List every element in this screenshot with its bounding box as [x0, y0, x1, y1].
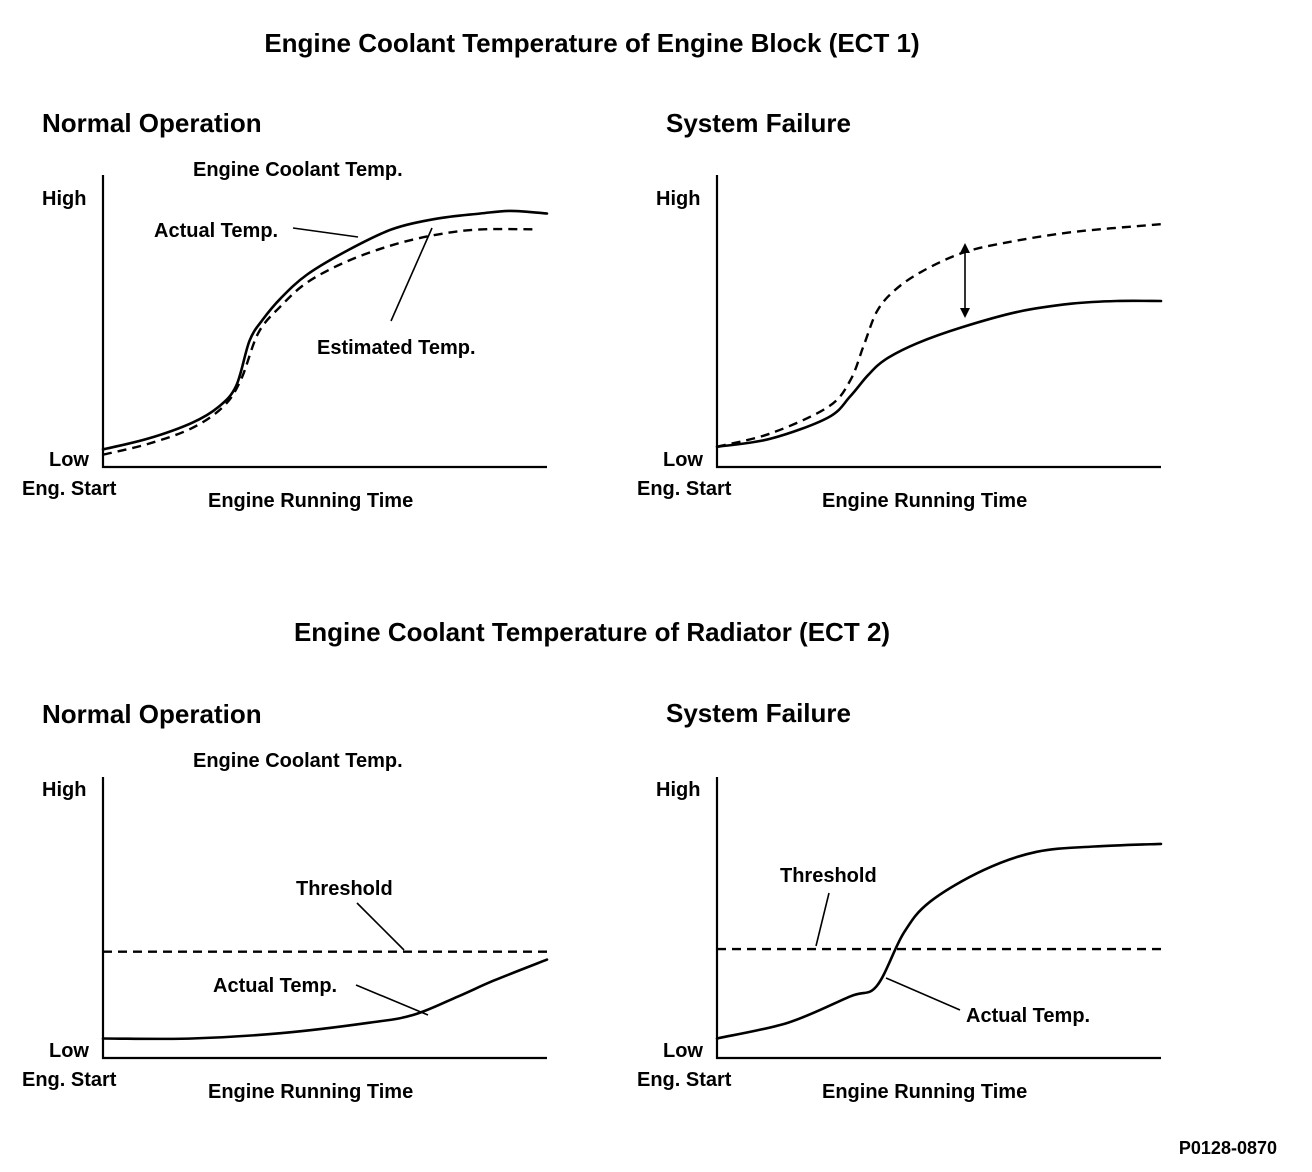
- x-axis-title: Engine Running Time: [822, 1081, 1027, 1103]
- leader-actual-temp: [292, 227, 359, 238]
- series-label-actual-temp: Actual Temp.: [213, 975, 337, 997]
- series-dashed-curve: [716, 223, 1162, 448]
- x-axis-title: Engine Running Time: [822, 490, 1027, 512]
- leader-threshold: [815, 892, 830, 947]
- series-label-actual-temp: Actual Temp.: [154, 220, 278, 242]
- x-tick-eng-start: Eng. Start: [22, 478, 117, 500]
- y-axis-title: Engine Coolant Temp.: [193, 159, 403, 181]
- series-actual-temp: [101, 958, 549, 1041]
- y-tick-high: High: [42, 779, 86, 801]
- chart-ect1-failure: System Failure High Low Eng. Start Engin…: [637, 108, 1163, 512]
- leader-actual-temp: [885, 977, 961, 1011]
- leader-threshold: [356, 902, 405, 951]
- figure-id: P0128-0870: [1179, 1138, 1277, 1158]
- y-tick-low: Low: [663, 449, 703, 471]
- x-tick-eng-start: Eng. Start: [637, 478, 732, 500]
- y-axis-title: Engine Coolant Temp.: [193, 750, 403, 772]
- y-tick-high: High: [656, 779, 700, 801]
- series-solid-curve: [715, 299, 1163, 449]
- series-estimated-temp: [102, 227, 539, 456]
- section-title-ect1: Engine Coolant Temperature of Engine Blo…: [264, 28, 919, 58]
- x-axis-title: Engine Running Time: [208, 1081, 413, 1103]
- panel-title: System Failure: [666, 698, 851, 728]
- y-tick-low: Low: [663, 1040, 703, 1062]
- series-label-threshold: Threshold: [780, 865, 877, 887]
- series-label-actual-temp: Actual Temp.: [966, 1005, 1090, 1027]
- x-tick-eng-start: Eng. Start: [637, 1069, 732, 1091]
- y-tick-low: Low: [49, 449, 89, 471]
- x-axis-title: Engine Running Time: [208, 490, 413, 512]
- y-tick-low: Low: [49, 1040, 89, 1062]
- panel-title: Normal Operation: [42, 699, 262, 729]
- section-title-ect2: Engine Coolant Temperature of Radiator (…: [294, 617, 890, 647]
- y-tick-high: High: [42, 188, 86, 210]
- chart-ect1-normal: Normal Operation Engine Coolant Temp. Hi…: [22, 108, 549, 512]
- x-tick-eng-start: Eng. Start: [22, 1069, 117, 1091]
- chart-ect2-failure: System Failure High Low Eng. Start Engin…: [637, 698, 1163, 1103]
- panel-title: Normal Operation: [42, 108, 262, 138]
- series-actual-temp: [715, 842, 1163, 1040]
- panel-title: System Failure: [666, 108, 851, 138]
- series-label-threshold: Threshold: [296, 878, 393, 900]
- series-actual-temp: [101, 209, 549, 451]
- y-tick-high: High: [656, 188, 700, 210]
- leader-estimated-temp: [390, 227, 433, 322]
- series-label-estimated-temp: Estimated Temp.: [317, 337, 476, 359]
- chart-ect2-normal: Normal Operation Engine Coolant Temp. Hi…: [22, 699, 549, 1103]
- leader-actual-temp: [355, 984, 429, 1016]
